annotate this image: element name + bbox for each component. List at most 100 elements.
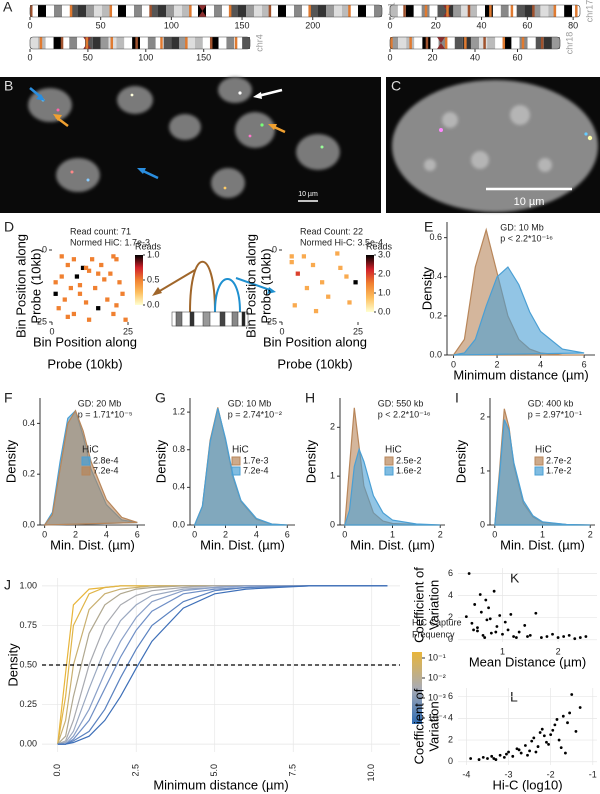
legend-label: 10⁻² <box>428 672 446 682</box>
chromosome-band <box>102 5 110 17</box>
x-axis-title: Minimum distance (µm) <box>453 367 588 382</box>
y-tick-label: 0.0 <box>22 519 35 529</box>
heatmap-cell <box>65 262 70 268</box>
y-tick-label: 1.00 <box>19 580 37 590</box>
chromosome-band <box>147 37 156 49</box>
chromosome-label: chr4 <box>254 34 264 52</box>
y-tick-label: 0.8 <box>172 444 185 454</box>
point <box>559 746 563 750</box>
chromosome-band <box>198 5 206 17</box>
point <box>476 626 479 630</box>
legend-title: HiC <box>232 445 249 456</box>
ecdf-line <box>57 585 388 745</box>
centromere <box>198 5 207 17</box>
point <box>567 633 571 637</box>
chromosome-band <box>543 37 552 49</box>
chromosome-band <box>334 5 342 17</box>
panel-label: B <box>4 78 13 94</box>
chromosome-band <box>171 37 180 49</box>
y-axis-title: Density <box>5 643 20 687</box>
colorbar-label: 1.0 <box>147 249 160 259</box>
chromosome-band <box>46 5 54 17</box>
chromosome-band <box>294 5 302 17</box>
y-axis-title: Density <box>303 439 318 483</box>
x-tick-label: 10.0 <box>366 764 376 782</box>
heatmap-cell <box>289 254 294 259</box>
point <box>479 610 483 614</box>
chromosome-bar <box>171 311 249 327</box>
tick-label: 60 <box>512 52 522 62</box>
point <box>492 757 496 760</box>
point <box>532 736 536 740</box>
chromosome-band <box>477 5 485 17</box>
probe-mark <box>348 5 351 17</box>
chromosome-band <box>540 5 549 17</box>
probe-mark <box>160 37 163 49</box>
heatmap-cell <box>105 297 110 302</box>
probe-mark <box>575 5 578 17</box>
chromosome-band <box>62 5 70 17</box>
chromosome-band <box>38 5 46 17</box>
heatmap-cell <box>86 268 92 273</box>
chromosome-band <box>70 5 78 17</box>
chromosome-band <box>500 5 509 17</box>
chromosome-outline <box>29 36 251 50</box>
chromosome-band <box>318 5 326 17</box>
probe-mark <box>69 5 73 17</box>
x-tick-label: 1 <box>500 646 505 656</box>
chromosome-band <box>286 5 294 17</box>
point <box>515 747 519 751</box>
heatmap-cell <box>83 265 89 271</box>
heatmap-cell <box>123 317 128 322</box>
probe-mark <box>39 37 43 49</box>
point <box>545 635 549 638</box>
chromosome-band <box>53 37 62 49</box>
x-tick-label: 2 <box>556 646 561 656</box>
heatmap-cell <box>59 274 64 279</box>
x-tick-label: 4 <box>538 359 543 369</box>
chromosome-band <box>438 37 447 49</box>
legend-title: HiC <box>82 445 99 456</box>
colorbar-label: 0.5 <box>147 274 160 284</box>
chromosome-band <box>350 5 358 17</box>
chromosome-band <box>326 5 334 17</box>
heatmap-cell <box>313 308 319 314</box>
nucleus <box>392 80 598 212</box>
chromosome-band <box>77 37 85 49</box>
y-axis-title: Coefficient of <box>411 567 426 643</box>
point <box>498 614 502 617</box>
x-tick-label: 2 <box>223 529 228 539</box>
x-axis-title: Probe (10kb) <box>47 356 122 371</box>
chromosome-band <box>140 37 148 49</box>
point <box>534 750 538 754</box>
chromosome-band <box>218 37 227 49</box>
point <box>561 714 565 718</box>
x-tick-label: 4 <box>254 529 259 539</box>
y-axis-title: Variation <box>426 701 441 751</box>
point <box>562 635 566 638</box>
point <box>547 742 550 746</box>
chromosome-band <box>100 37 109 49</box>
point <box>540 727 544 731</box>
chromosome-band <box>524 5 533 17</box>
annotation: GD: 20 Mb <box>78 398 122 408</box>
point <box>476 629 479 633</box>
chromosome-band <box>437 5 446 17</box>
probe-mark <box>60 37 64 49</box>
tick-label: 100 <box>164 20 179 30</box>
y-axis-title: Variation <box>426 580 441 630</box>
chromosome-band <box>453 5 462 17</box>
heatmap-cell <box>71 257 77 262</box>
chromosome-band <box>503 37 512 49</box>
tick-label: 0 <box>387 20 392 30</box>
chromosome-band <box>564 5 573 17</box>
y-tick-label: 6 <box>448 568 453 578</box>
heatmap-cell <box>344 274 349 279</box>
tick-label: 0 <box>387 52 392 62</box>
x-tick-label: 6 <box>135 529 140 539</box>
legend-label: 1.6e-2 <box>396 465 422 475</box>
chromosome-band <box>126 5 134 17</box>
chromosome-band <box>548 5 557 17</box>
colorbar-label: 0.0 <box>378 306 391 316</box>
